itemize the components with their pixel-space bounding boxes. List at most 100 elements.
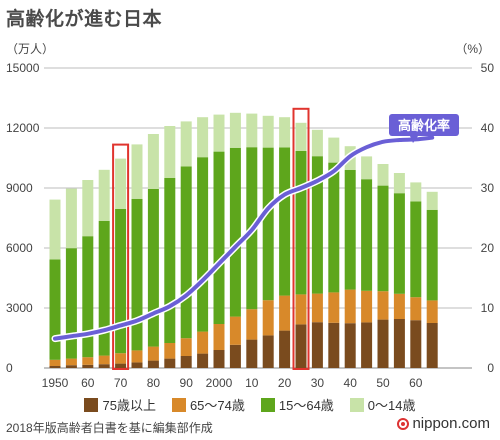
highlight-box (112, 143, 130, 370)
x-tick-label: 2000 (206, 376, 233, 390)
bar-segment (65, 188, 77, 249)
bar-segment (311, 322, 323, 368)
bar-segment (164, 178, 176, 343)
bar-segment (49, 259, 61, 360)
bar-segment (410, 182, 422, 202)
legend-label-0-14: 0〜14歳 (367, 398, 416, 413)
bar-segment (328, 137, 340, 163)
bar-segment (393, 293, 405, 319)
bar-segment (131, 144, 143, 199)
nippon-logo-icon (397, 417, 410, 430)
legend-item-0-14: 0〜14歳 (349, 395, 416, 414)
bar-segment (98, 364, 110, 368)
bar-segment (229, 112, 241, 148)
bar-segment (361, 156, 373, 180)
ratio-label-box (389, 114, 459, 136)
legend-item-75plus: 75歳以上 (84, 395, 156, 414)
ratio-line (53, 135, 435, 341)
bar-segment (377, 164, 389, 186)
bar-segment (344, 289, 356, 324)
y-left-tick-label: 6000 (6, 241, 33, 255)
legend-swatch-0-14 (349, 397, 364, 412)
legend-swatch-75plus (84, 397, 99, 412)
bar-segment (49, 359, 61, 366)
bar-segment (131, 350, 143, 363)
bar-segment (279, 117, 291, 148)
bar-segment (377, 291, 389, 320)
x-tick-label: 1950 (42, 376, 69, 390)
chart-legend: 75歳以上 65〜74歳 15〜64歳 0〜14歳 (0, 395, 500, 414)
bar-segment (410, 297, 422, 321)
bar-segment (328, 292, 340, 323)
bar-segment (279, 330, 291, 368)
y-left-tick-label: 15000 (6, 61, 40, 75)
bar-segment (65, 248, 77, 359)
bar-segment (147, 189, 159, 347)
x-tick-label: 70 (114, 376, 128, 390)
bar-segment (361, 322, 373, 368)
bar-segment (147, 346, 159, 361)
x-tick-label: 40 (344, 376, 358, 390)
bar-segment (377, 319, 389, 368)
bar-segment (246, 339, 258, 368)
bar-segment (115, 363, 127, 368)
bar-segment (262, 147, 274, 301)
bar-segment (65, 365, 77, 368)
y-right-tick-label: 10 (481, 301, 495, 315)
bar-segment (311, 129, 323, 157)
bar-segment (246, 309, 258, 340)
bar-segment (393, 173, 405, 194)
bar-segment (164, 343, 176, 359)
bar-segment (147, 134, 159, 189)
x-tick-label: 10 (245, 376, 259, 390)
bar-segment (197, 353, 209, 368)
bar-segment (197, 157, 209, 332)
ratio-label-pointer (410, 136, 418, 143)
bar-segment (131, 362, 143, 368)
bar-segment (279, 147, 291, 296)
bar-segment (213, 114, 225, 152)
bar-segment (279, 295, 291, 331)
bar-segment (344, 170, 356, 290)
bar-segment (311, 156, 323, 294)
bar-segment (426, 209, 438, 301)
legend-swatch-65-74 (171, 397, 186, 412)
bar-segment (361, 179, 373, 291)
bar-segment (295, 324, 307, 368)
legend-label-75plus: 75歳以上 (102, 398, 156, 413)
chart-title: 高齢化が進む日本 (6, 9, 163, 30)
bar-segment (426, 323, 438, 368)
bar-segment (164, 126, 176, 178)
bar-segment (65, 358, 77, 366)
bar-segment (377, 185, 389, 292)
bar-segment (82, 180, 94, 237)
bar-segment (229, 316, 241, 345)
y-right-tick-label: 30 (481, 181, 495, 195)
source-note: 2018年版高齢者白書を基に編集部作成 (6, 421, 213, 435)
y-left-tick-label: 0 (6, 361, 13, 375)
x-tick-label: 20 (278, 376, 292, 390)
bar-segment (197, 331, 209, 354)
x-tick-label: 90 (180, 376, 194, 390)
bar-segment (295, 122, 307, 151)
bar-segment (98, 355, 110, 365)
legend-item-15-64: 15〜64歳 (260, 395, 334, 414)
brand-logo[interactable]: nippon.com (397, 415, 490, 432)
bar-segment (115, 158, 127, 209)
bar-segment (131, 198, 143, 351)
bar-segment (49, 366, 61, 368)
bar-segment (82, 236, 94, 358)
highlight-box (292, 107, 310, 371)
bar-segment (246, 113, 258, 148)
bar-segment (295, 151, 307, 295)
bar-segment (229, 344, 241, 368)
bar-segment (328, 322, 340, 368)
bar-segment (180, 121, 192, 167)
y-left-tick-label: 9000 (6, 181, 33, 195)
bar-segment (295, 294, 307, 325)
bar-segment (262, 335, 274, 368)
legend-label-65-74: 65〜74歳 (189, 398, 245, 413)
bar-segment (98, 220, 110, 356)
bar-segment (311, 293, 323, 323)
right-axis-unit: （%） (455, 42, 490, 56)
